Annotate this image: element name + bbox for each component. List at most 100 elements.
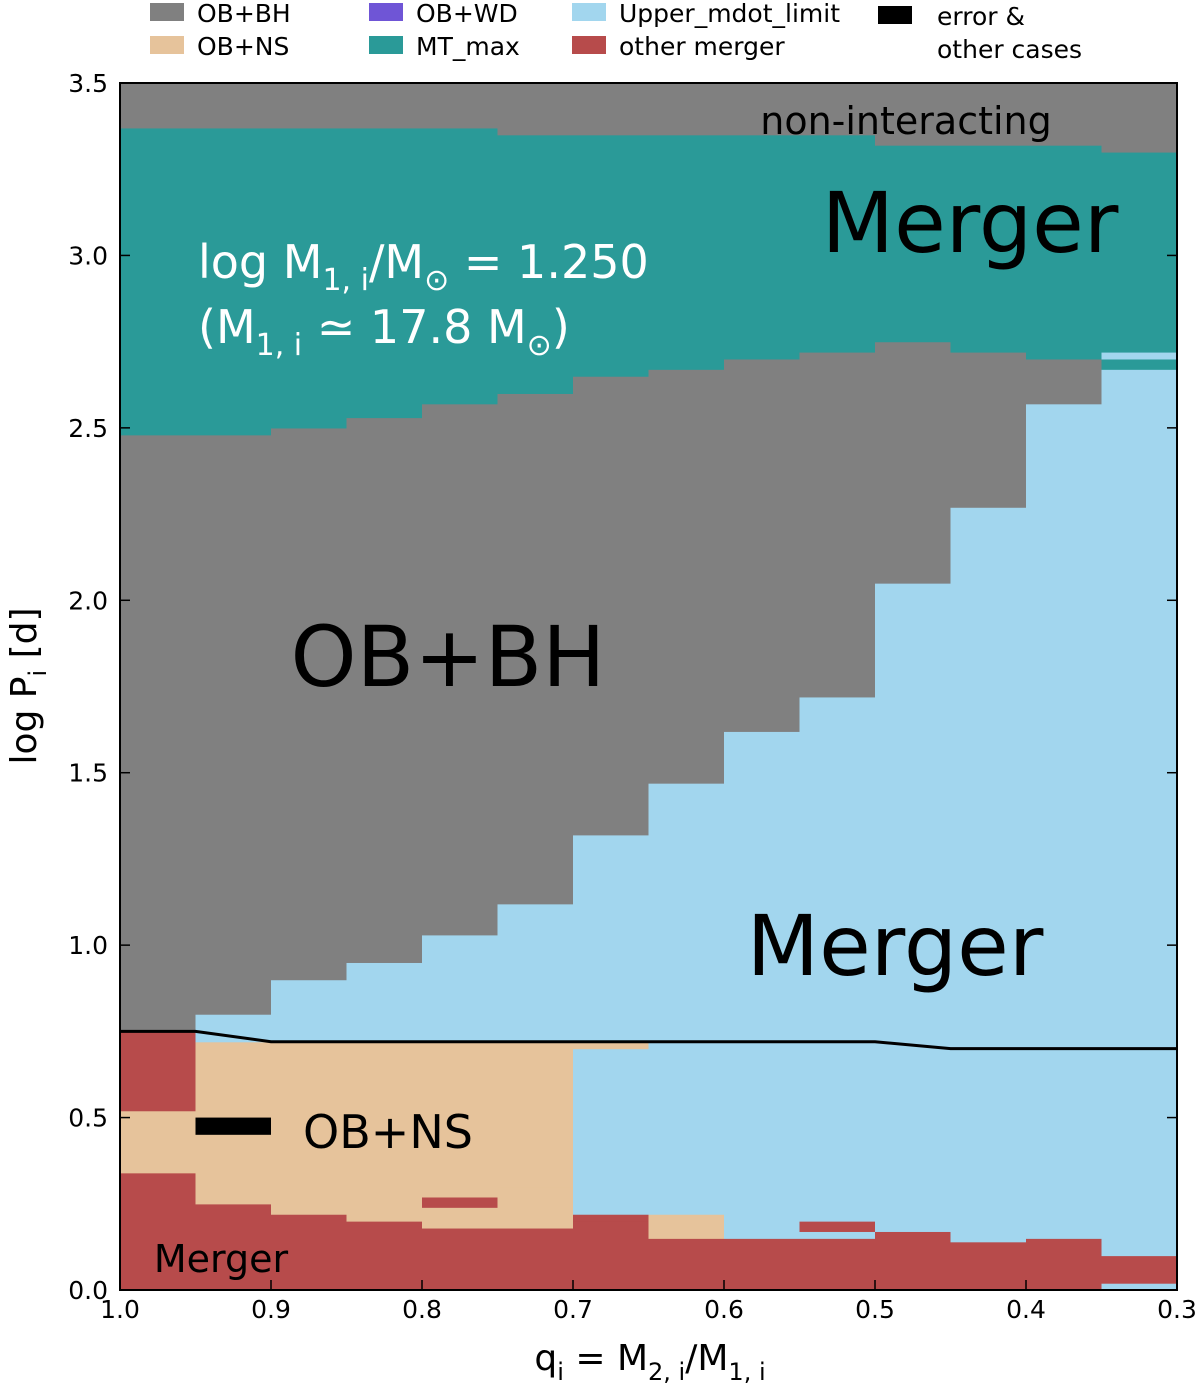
legend-label: Upper_mdot_limit <box>619 0 840 28</box>
cell-mt-max <box>648 134 725 370</box>
x-tick-label: 0.4 <box>1006 1295 1046 1324</box>
cell-ob-bh <box>422 403 499 936</box>
cell-ob-ns <box>271 1041 348 1215</box>
cell-other-merger <box>799 1238 876 1291</box>
axis-ticks: 1.0 0.9 0.8 0.7 0.6 0.5 0.4 0.3 0.0 0.5 1.0 1.5 2.0 2… <box>68 69 1197 1324</box>
cell-mt-max <box>799 134 876 353</box>
cell-ob-bh <box>1026 358 1103 405</box>
cell-mt-max <box>1101 358 1178 370</box>
cell-other-merger <box>724 1238 801 1291</box>
cell-ob-ns <box>422 1041 499 1198</box>
cell-upper-mdot-limit <box>271 979 348 1043</box>
cell-upper-mdot-limit <box>1026 403 1103 1239</box>
cell-mt-max <box>195 127 272 436</box>
ob-ns-label: OB+NS <box>303 1105 473 1159</box>
cell-ob-bh <box>120 83 197 129</box>
cell-ob-bh <box>497 393 574 905</box>
cell-mt-max <box>271 127 348 429</box>
x-tick-label: 0.7 <box>553 1295 593 1324</box>
legend-swatch <box>150 3 184 21</box>
y-axis-title: log Pi [d] <box>4 607 52 764</box>
legend-label: other cases <box>937 35 1082 64</box>
cell-ob-bh <box>724 358 801 732</box>
cell-ob-bh <box>195 83 272 129</box>
y-tick-label: 2.0 <box>68 586 108 615</box>
cell-ob-ns <box>346 1041 423 1222</box>
cell-mt-max <box>497 134 574 394</box>
merger-mid-label: Merger <box>747 897 1044 995</box>
cell-ob-bh <box>422 83 499 129</box>
y-tick-label: 1.5 <box>68 759 108 788</box>
cell-ob-bh <box>875 83 952 146</box>
cell-other-merger <box>271 1214 348 1291</box>
mass-label-line1: log M1, i/M⊙ = 1.250 <box>198 235 649 298</box>
cell-mt-max <box>875 145 952 343</box>
overlay-marks <box>120 1029 1177 1135</box>
cell-mt-max <box>1026 145 1103 360</box>
cell-other-merger <box>120 1031 197 1112</box>
legend-label: OB+WD <box>416 0 518 28</box>
cell-mt-max <box>573 134 650 377</box>
cell-other-merger <box>573 1214 650 1222</box>
cell-upper-mdot-limit <box>573 834 650 1043</box>
x-axis-title: qi = M2, i/M1, i <box>534 1338 765 1386</box>
cell-ob-bh <box>497 83 574 136</box>
cell-ob-bh <box>875 341 952 584</box>
plot-frame <box>119 82 1178 1291</box>
cell-other-merger <box>648 1238 725 1291</box>
legend-swatch <box>150 36 184 54</box>
cell-other-merger <box>497 1227 574 1291</box>
cell-ob-bh <box>950 351 1027 508</box>
cell-upper-mdot-limit <box>950 507 1027 1243</box>
legend-swatch <box>878 6 912 24</box>
x-tick-label: 0.6 <box>704 1295 744 1324</box>
cell-upper-mdot-limit <box>1101 1283 1178 1291</box>
cell-other-merger <box>422 1227 499 1291</box>
cell-ob-bh <box>799 351 876 698</box>
cell-upper-mdot-limit <box>497 903 574 1043</box>
cell-other-merger <box>422 1196 499 1208</box>
x-tick-label: 0.3 <box>1157 1295 1197 1324</box>
cell-mt-max <box>724 134 801 360</box>
cell-ob-bh <box>1101 83 1178 153</box>
cell-ob-bh <box>271 427 348 981</box>
cell-ob-bh <box>799 83 876 136</box>
cell-ob-ns <box>120 1110 197 1174</box>
cell-other-merger <box>120 1172 197 1291</box>
cell-other-merger <box>346 1221 423 1291</box>
cell-ob-bh <box>120 434 197 1032</box>
cell-upper-mdot-limit <box>422 934 499 1043</box>
cell-mt-max <box>346 127 423 419</box>
cell-upper-mdot-limit <box>724 731 801 1222</box>
cell-mt-max <box>1101 151 1178 353</box>
cell-other-merger <box>195 1203 272 1291</box>
cell-ob-ns <box>422 1207 499 1229</box>
y-tick-label: 3.5 <box>68 69 108 98</box>
cell-ob-bh <box>950 83 1027 146</box>
legend: OB+BH OB+NS OB+WD MT_max Upper_mdot_limitoth… <box>150 0 1082 64</box>
cell-upper-mdot-limit <box>346 962 423 1043</box>
legend-label: error & <box>937 2 1025 31</box>
legend-swatch <box>369 36 403 54</box>
cell-other-merger <box>573 1221 650 1291</box>
cell-other-merger <box>950 1241 1027 1291</box>
cell-ob-bh <box>648 83 725 136</box>
cell-upper-mdot-limit <box>1101 351 1178 360</box>
cell-ob-ns <box>497 1041 574 1188</box>
outcome-cells <box>120 83 1178 1291</box>
legend-swatch <box>572 3 606 21</box>
merger-bottom-label: Merger <box>154 1237 289 1281</box>
cell-ob-ns <box>497 1186 574 1229</box>
cell-ob-bh <box>346 417 423 963</box>
cell-upper-mdot-limit <box>799 1231 876 1239</box>
legend-label: MT_max <box>416 32 520 61</box>
cell-other-merger <box>799 1221 876 1232</box>
cell-other-merger <box>875 1231 952 1291</box>
non-interacting-label: non-interacting <box>760 99 1052 143</box>
cell-upper-mdot-limit <box>799 696 876 1222</box>
y-tick-label: 3.0 <box>68 241 108 270</box>
legend-label: OB+NS <box>197 32 289 61</box>
x-tick-label: 0.5 <box>855 1295 895 1324</box>
cell-mt-max <box>120 127 197 436</box>
